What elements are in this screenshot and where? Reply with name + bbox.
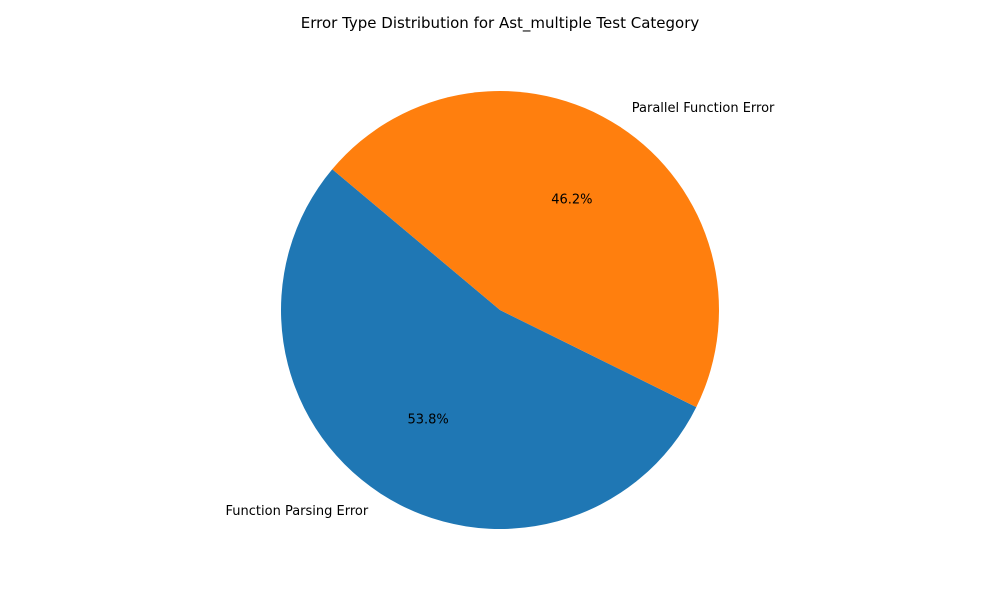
- pie-pct-label: 46.2%: [551, 192, 592, 207]
- pie-category-label: Parallel Function Error: [632, 101, 775, 116]
- pie-pct-label: 53.8%: [407, 413, 448, 428]
- pie-labels: 53.8% Function Parsing Error 46.2% Parallel…: [226, 101, 776, 519]
- pie-slice-function-parsing-error: [280, 169, 697, 530]
- pie-slices: [280, 91, 719, 530]
- chart-title: Error Type Distribution for Ast_multiple…: [301, 14, 700, 33]
- pie-slice-parallel-function-error: [332, 91, 719, 408]
- pie-category-label: Function Parsing Error: [226, 504, 369, 519]
